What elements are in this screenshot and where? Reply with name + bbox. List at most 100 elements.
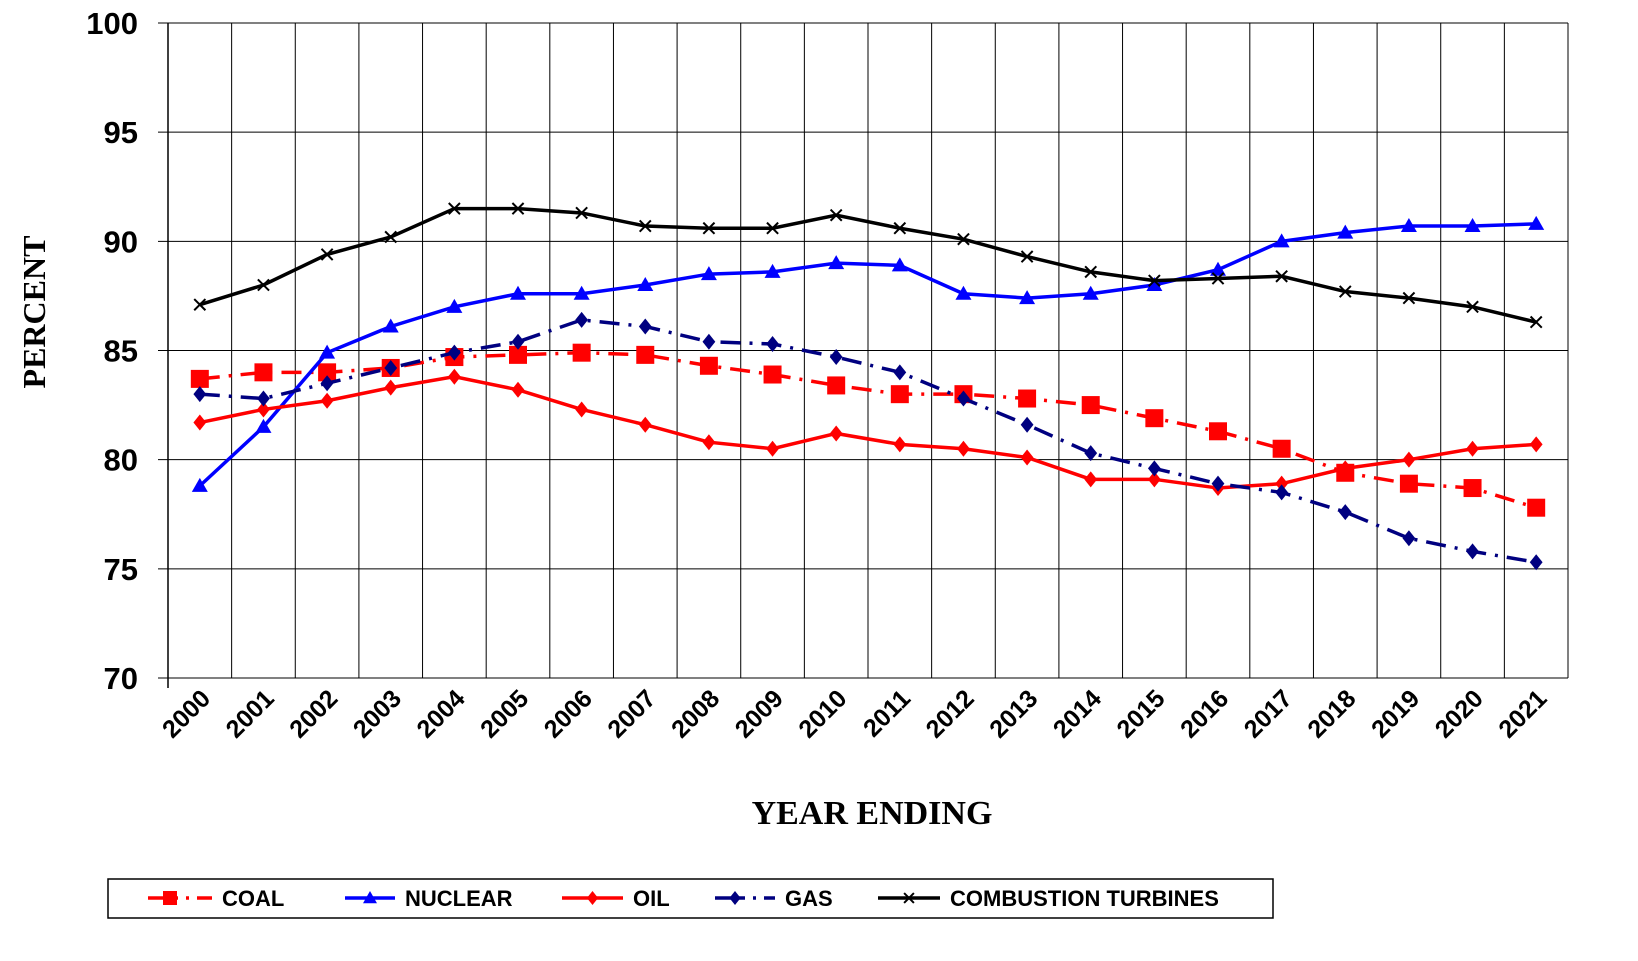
x-tick-label: 2020 xyxy=(1430,684,1489,743)
marker xyxy=(1527,498,1546,517)
series-line xyxy=(199,318,1537,565)
x-tick-label: 2002 xyxy=(284,684,343,743)
marker xyxy=(1466,300,1479,314)
y-tick-label: 80 xyxy=(104,443,138,478)
marker xyxy=(829,208,843,222)
marker xyxy=(319,344,336,359)
marker xyxy=(1081,396,1100,415)
marker xyxy=(193,298,207,311)
legend-label: COAL xyxy=(222,886,284,911)
marker xyxy=(572,343,591,362)
marker xyxy=(1019,290,1036,305)
marker xyxy=(511,333,525,350)
marker xyxy=(1464,218,1481,233)
marker xyxy=(190,369,209,388)
marker xyxy=(254,363,273,382)
marker xyxy=(511,202,525,215)
marker xyxy=(1148,274,1161,287)
marker xyxy=(1337,224,1354,239)
marker xyxy=(957,390,970,407)
marker xyxy=(1275,269,1288,283)
marker xyxy=(1211,475,1225,492)
marker xyxy=(636,345,655,364)
marker xyxy=(255,418,272,433)
marker xyxy=(510,285,526,300)
marker xyxy=(638,219,652,233)
marker xyxy=(446,298,463,313)
marker xyxy=(828,255,845,270)
marker xyxy=(1084,471,1098,488)
marker xyxy=(891,257,908,272)
marker xyxy=(890,385,909,404)
legend-label: GAS xyxy=(785,886,833,911)
marker xyxy=(447,368,461,385)
x-tick-label: 2018 xyxy=(1302,684,1361,743)
marker xyxy=(384,230,398,244)
marker xyxy=(829,349,843,366)
x-tick-label: 2014 xyxy=(1048,684,1107,743)
marker xyxy=(1084,445,1098,462)
marker xyxy=(511,381,525,398)
marker xyxy=(384,359,398,376)
marker xyxy=(1146,277,1163,291)
legend-label: OIL xyxy=(633,886,670,911)
legend-box xyxy=(107,878,1274,919)
marker xyxy=(193,386,207,403)
x-tick-label: 2015 xyxy=(1111,684,1170,743)
marker xyxy=(382,318,399,333)
marker xyxy=(1529,554,1543,571)
x-tick-label: 2011 xyxy=(858,684,916,742)
marker xyxy=(448,202,461,215)
marker xyxy=(1466,440,1479,457)
marker xyxy=(1275,484,1289,501)
marker xyxy=(1529,315,1543,329)
marker xyxy=(827,376,846,395)
marker xyxy=(320,248,334,261)
marker xyxy=(1400,218,1417,233)
marker xyxy=(575,311,589,328)
x-tick-label: 2006 xyxy=(539,684,598,743)
marker xyxy=(1082,285,1099,300)
marker xyxy=(509,345,527,364)
marker xyxy=(702,221,716,235)
marker xyxy=(257,401,270,418)
marker xyxy=(1338,285,1352,298)
x-tick-label: 2013 xyxy=(984,684,1043,743)
marker xyxy=(1399,474,1418,493)
marker xyxy=(573,285,590,300)
marker xyxy=(586,891,599,905)
x-tick-label: 2001 xyxy=(221,684,280,743)
marker xyxy=(384,379,398,396)
marker xyxy=(766,440,779,457)
marker xyxy=(729,891,741,905)
series-line xyxy=(199,374,1537,490)
marker xyxy=(1147,471,1161,488)
marker xyxy=(702,434,716,451)
y-tick-label: 70 xyxy=(104,661,138,696)
marker xyxy=(1402,451,1416,468)
marker xyxy=(1466,543,1479,560)
marker xyxy=(893,436,907,453)
marker xyxy=(1020,250,1034,263)
marker xyxy=(193,414,207,431)
marker xyxy=(638,318,652,335)
marker xyxy=(575,206,588,220)
marker xyxy=(957,440,970,457)
x-tick-label: 2017 xyxy=(1239,684,1298,743)
x-tick-label: 2009 xyxy=(730,684,789,743)
marker xyxy=(1018,389,1037,408)
marker xyxy=(893,364,907,381)
marker xyxy=(1210,261,1226,276)
marker xyxy=(893,221,907,235)
marker xyxy=(1020,449,1034,466)
marker xyxy=(764,263,781,278)
series-line xyxy=(198,222,1537,488)
marker xyxy=(1463,479,1482,498)
y-axis-label: PERCENT xyxy=(16,236,52,389)
x-tick-label: 2005 xyxy=(475,684,534,743)
marker xyxy=(1145,409,1164,428)
marker xyxy=(191,477,208,492)
x-tick-label: 2003 xyxy=(348,684,407,743)
marker xyxy=(1338,504,1352,521)
series-line xyxy=(199,206,1537,324)
